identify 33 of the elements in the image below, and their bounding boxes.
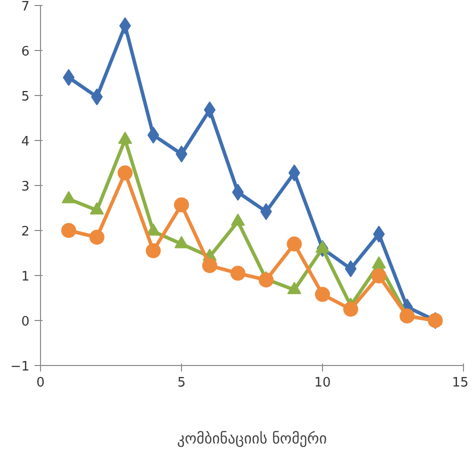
point [400,308,415,324]
point [344,260,357,278]
point [343,302,358,317]
x-tick-label: 10 [314,376,331,390]
point [174,197,189,212]
y-tick-label: −1 [10,360,30,374]
point [146,243,161,258]
point [176,146,188,162]
x-tick-label: 15 [452,376,469,390]
point [204,101,216,118]
point [371,268,386,284]
point [118,165,133,180]
point [62,69,75,86]
y-tick-label: 5 [21,90,30,104]
point [288,164,300,182]
point [258,272,274,288]
point [230,266,246,281]
x-tick-label: 0 [36,376,45,390]
y-tick-label: 1 [21,270,30,284]
point [202,258,218,274]
point [147,126,160,144]
x-axis-title: კომბინაციის ნომერი [177,430,328,448]
y-tick-label: 3 [21,180,30,194]
y-tick-label: 2 [21,224,30,240]
y-tick-label: 0 [21,314,30,330]
point [89,230,104,245]
y-tick-label: 4 [21,134,30,150]
point [286,236,302,252]
point [61,223,76,238]
y-tick-label: 7 [21,0,30,14]
point [315,286,330,302]
x-tick-label: 5 [177,376,186,390]
y-tick-label: 6 [21,44,30,60]
